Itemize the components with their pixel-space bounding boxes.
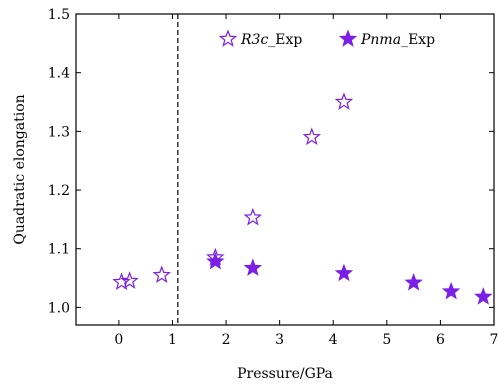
y-tick-label: 1.5: [48, 7, 70, 23]
pnma-point: [441, 281, 461, 300]
pnma-point: [206, 251, 225, 270]
legend-marker-r3c: [218, 29, 238, 47]
x-tick-label: 0: [114, 332, 123, 348]
pnma-point: [243, 258, 263, 276]
legend-pnma-suffix: _Exp: [401, 32, 435, 48]
x-tick-label: 4: [329, 332, 338, 348]
pnma-point: [334, 263, 354, 282]
y-axis-label: Quadratic elongation: [12, 94, 28, 244]
r3c-point: [243, 207, 263, 226]
pnma-point: [474, 287, 493, 305]
plot-frame: [75, 13, 495, 326]
r3c-point: [302, 127, 322, 146]
x-tick-label: 3: [275, 332, 284, 348]
x-tick-label: 2: [222, 332, 231, 348]
r3c-point: [334, 92, 354, 110]
legend-pnma-italic: Pnma: [360, 32, 401, 48]
legend-marker-pnma: [338, 29, 358, 47]
x-tick-label: 1: [168, 332, 177, 348]
axis-ticks: 0 1 2 3 4 5 6 7 1.0 1.1 1.2 1.3 1.4 1.5: [48, 7, 499, 348]
legend: R3c_Exp Pnma_Exp: [218, 29, 435, 48]
pnma-point: [404, 273, 423, 291]
legend-star-filled: [338, 29, 358, 47]
x-tick-label: 6: [436, 332, 445, 348]
r3c-point: [120, 271, 139, 289]
legend-r3c-suffix: _Exp: [268, 32, 302, 48]
legend-star-open: [218, 29, 238, 47]
legend-label-r3c: R3c_Exp: [240, 32, 302, 48]
y-tick-label: 1.4: [48, 66, 70, 82]
y-tick-label: 1.2: [48, 183, 70, 199]
legend-r3c-italic: R3c: [240, 32, 268, 48]
y-tick-label: 1.3: [48, 124, 70, 140]
x-tick-label: 5: [382, 332, 391, 348]
r3c-point: [112, 272, 131, 291]
r3c-point: [152, 265, 171, 283]
y-tick-label: 1.1: [48, 242, 70, 258]
x-tick-label: 7: [490, 332, 499, 348]
y-tick-label: 1.0: [48, 300, 70, 316]
x-axis-label: Pressure/GPa: [237, 366, 333, 382]
data-markers: [112, 92, 493, 305]
legend-label-pnma: Pnma_Exp: [360, 32, 435, 48]
